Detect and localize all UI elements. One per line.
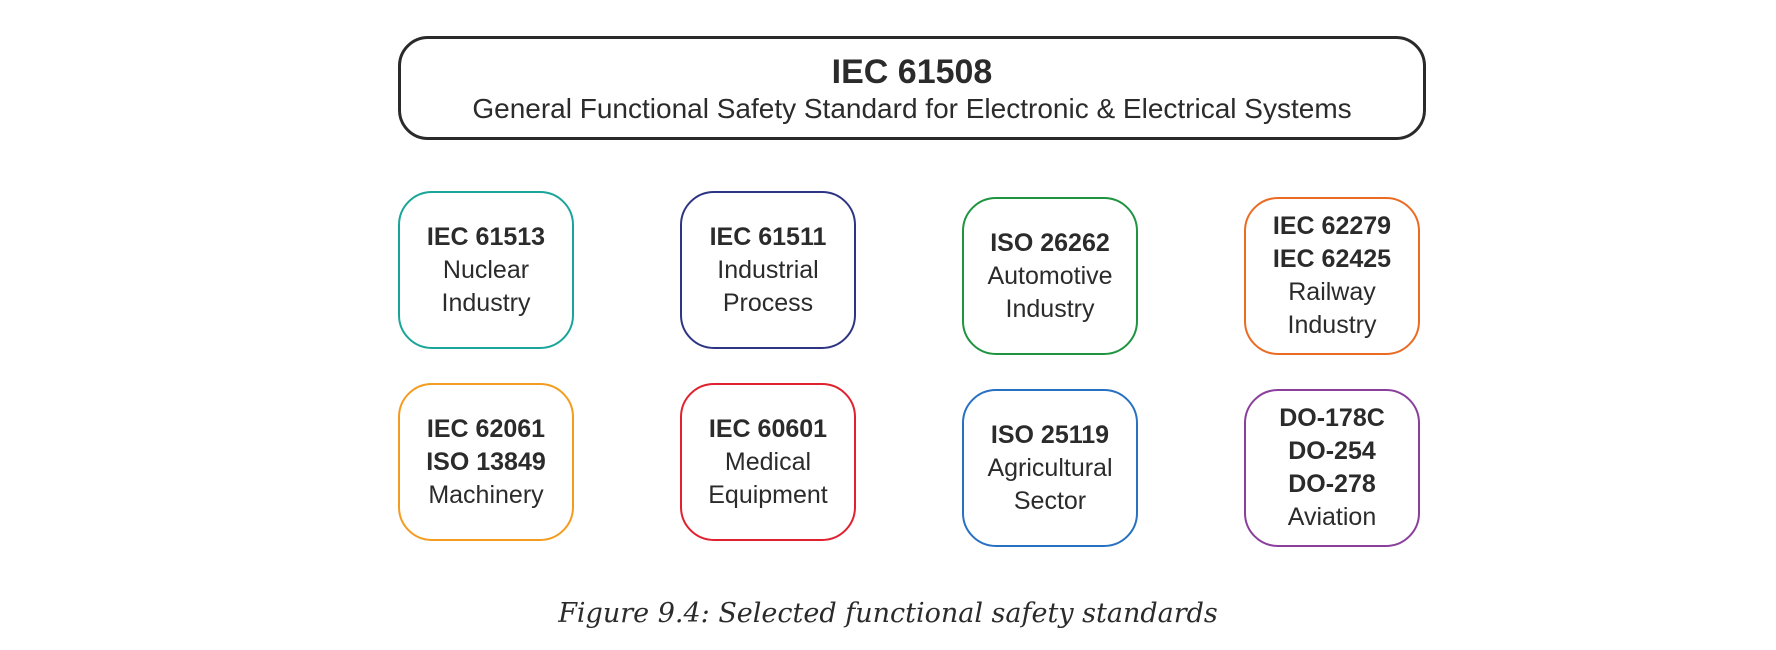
standard-code: ISO 25119 bbox=[990, 420, 1110, 449]
standard-sector: Railway bbox=[1288, 278, 1376, 306]
figure-caption: Figure 9.4: Selected functional safety s… bbox=[558, 598, 1218, 629]
standard-box: DO-178C DO-254 DO-278 Aviation bbox=[1244, 389, 1420, 547]
standard-box: IEC 61513 Nuclear Industry bbox=[398, 191, 574, 349]
standard-code: IEC 62061 bbox=[426, 414, 546, 443]
standard-sector: Industry bbox=[441, 288, 531, 317]
standard-sector: Automotive bbox=[987, 261, 1113, 290]
standard-box: IEC 62061 ISO 13849 Machinery bbox=[398, 383, 574, 541]
standard-code: DO-178C bbox=[1279, 404, 1385, 432]
standard-sector: Equipment bbox=[708, 480, 828, 509]
standard-code: IEC 61513 bbox=[426, 222, 546, 251]
standard-sector: Agricultural bbox=[987, 453, 1113, 482]
standard-code: ISO 13849 bbox=[426, 447, 546, 476]
standard-code: IEC 61511 bbox=[709, 222, 827, 251]
standard-code: ISO 26262 bbox=[990, 228, 1110, 257]
standard-sector: Aviation bbox=[1287, 503, 1377, 531]
standard-sector: Machinery bbox=[428, 480, 544, 509]
standard-sector: Medical bbox=[724, 447, 812, 476]
standard-sector: Sector bbox=[1013, 486, 1087, 515]
standard-sector: Nuclear bbox=[442, 255, 530, 284]
iec-61508-box: IEC 61508 General Functional Safety Stan… bbox=[398, 36, 1426, 140]
standard-sector: Process bbox=[722, 288, 814, 317]
standard-sector: Industry bbox=[1287, 311, 1377, 339]
standard-sector: Industrial bbox=[717, 255, 819, 284]
standard-code: IEC 62279 bbox=[1272, 212, 1392, 240]
standard-box: IEC 60601 Medical Equipment bbox=[680, 383, 856, 541]
main-standard-title: IEC 61508 bbox=[831, 53, 993, 91]
standard-code: DO-278 bbox=[1288, 470, 1376, 498]
main-standard-subtitle: General Functional Safety Standard for E… bbox=[472, 93, 1352, 124]
standard-box: IEC 62279 IEC 62425 Railway Industry bbox=[1244, 197, 1420, 355]
standard-sector: Industry bbox=[1005, 294, 1095, 323]
standard-box: ISO 26262 Automotive Industry bbox=[962, 197, 1138, 355]
standard-code: IEC 62425 bbox=[1272, 245, 1392, 273]
standard-code: DO-254 bbox=[1288, 437, 1376, 465]
standard-code: IEC 60601 bbox=[708, 414, 828, 443]
standard-box: IEC 61511 Industrial Process bbox=[680, 191, 856, 349]
standard-box: ISO 25119 Agricultural Sector bbox=[962, 389, 1138, 547]
